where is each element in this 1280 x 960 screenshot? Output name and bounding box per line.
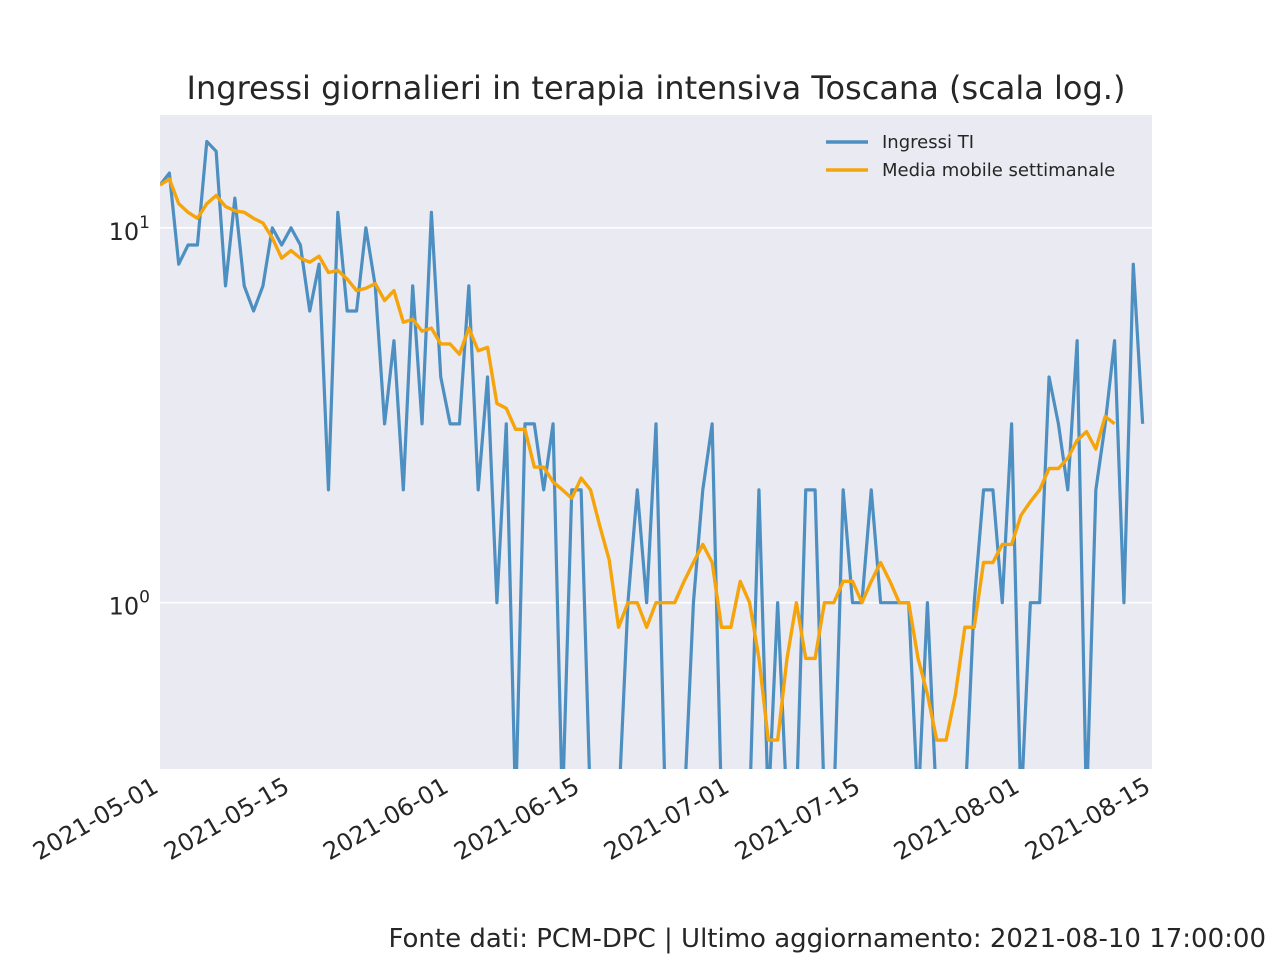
x-tick-label: 2021-08-15	[1020, 772, 1155, 866]
x-tick-label: 2021-07-01	[599, 772, 734, 866]
y-axis: 100 101	[109, 213, 150, 621]
footer-source: Fonte dati: PCM-DPC | Ultimo aggiornamen…	[388, 924, 1267, 954]
x-tick-label: 2021-06-01	[318, 772, 453, 866]
y-tick-label: 100	[109, 588, 150, 621]
series-line-ingressi-ti	[160, 139, 1145, 769]
x-tick-label: 2021-06-15	[449, 772, 584, 866]
y-tick-label: 101	[109, 213, 150, 246]
series-lines	[160, 139, 1145, 769]
chart-title: Ingressi giornalieri in terapia intensiv…	[187, 69, 1126, 107]
x-tick-label: 2021-05-01	[28, 772, 163, 866]
series-line-media-mobile	[160, 177, 1116, 742]
legend-label: Media mobile settimanale	[882, 160, 1115, 181]
legend-label: Ingressi TI	[882, 132, 974, 153]
x-tick-label: 2021-05-15	[159, 772, 294, 866]
legend: Ingressi TI Media mobile settimanale	[826, 132, 1115, 181]
x-tick-label: 2021-08-01	[889, 772, 1024, 866]
x-tick-label: 2021-07-15	[730, 772, 865, 866]
